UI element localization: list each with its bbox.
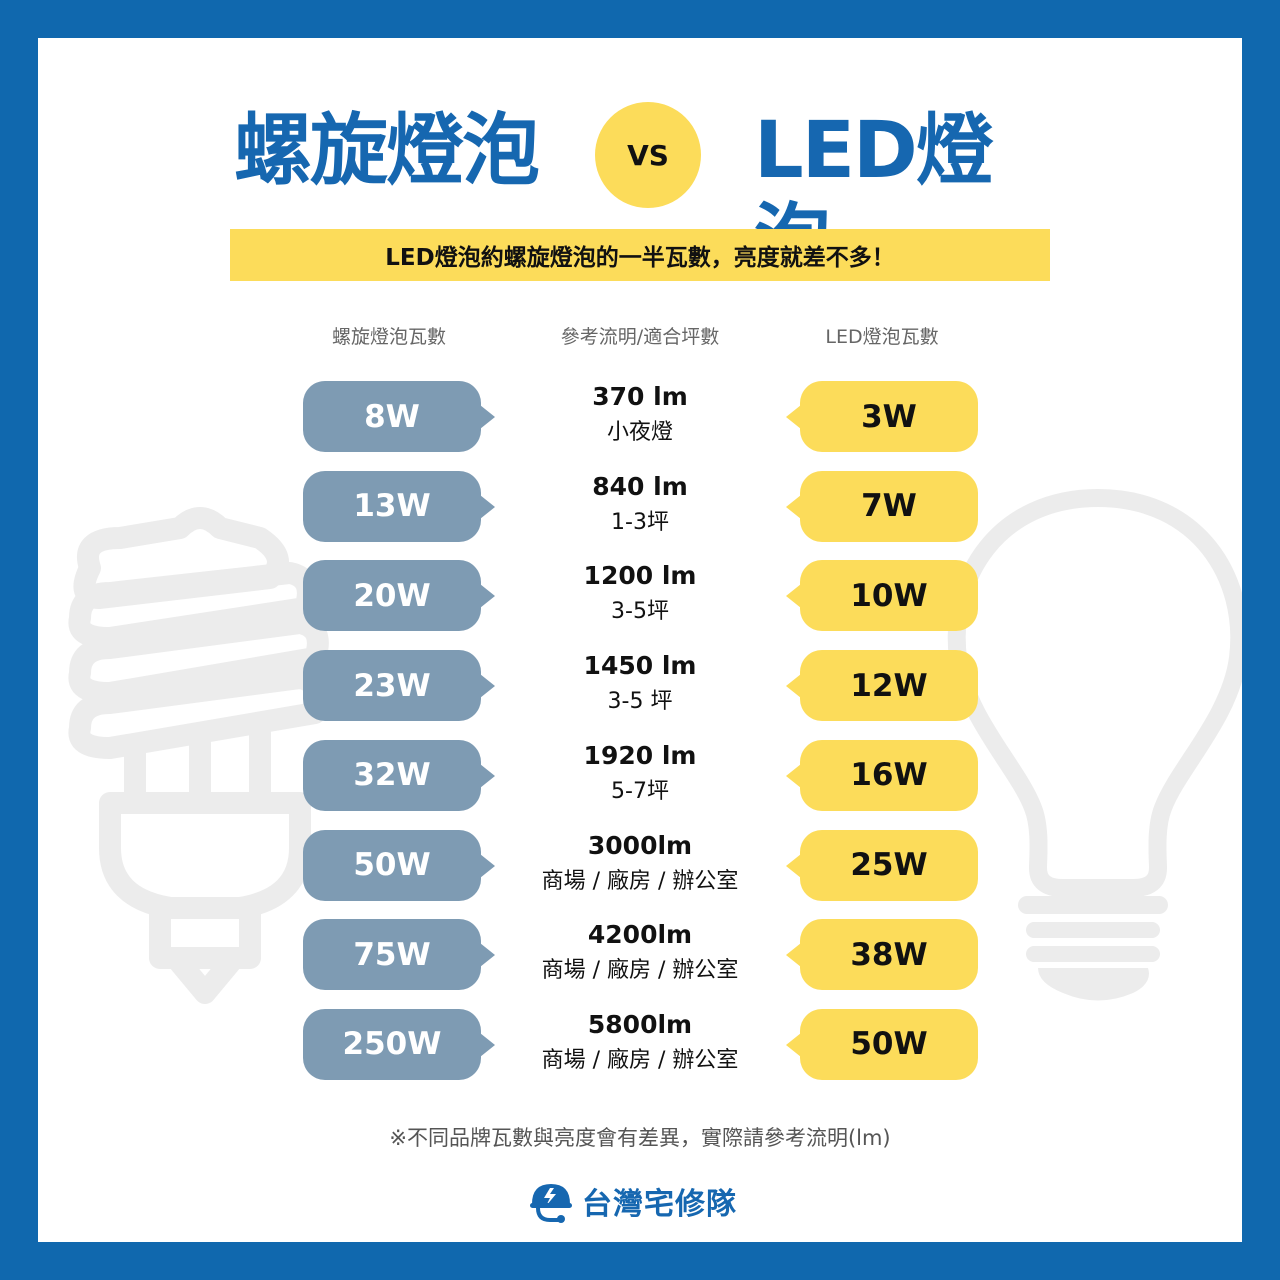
disclaimer-note: ※不同品牌瓦數與亮度會有差異，實際請參考流明(lm) bbox=[389, 1126, 891, 1150]
cfl-wattage-bubble: 23W bbox=[303, 650, 495, 722]
cfl-wattage-bubble: 32W bbox=[303, 739, 495, 811]
area-value: 商場 / 廠房 / 辦公室 bbox=[541, 868, 739, 894]
table-row: 32W 1920 lm 5-7坪 16W bbox=[38, 738, 1242, 812]
infographic-panel: 螺旋燈泡 VS LED燈泡 LED燈泡約螺旋燈泡的一半瓦數，亮度就差不多！ 螺旋… bbox=[38, 38, 1242, 1242]
table-row: 50W 3000lm 商場 / 廠房 / 辦公室 25W bbox=[38, 828, 1242, 902]
area-value: 小夜燈 bbox=[606, 420, 673, 445]
title-led-bulb: LED燈泡 bbox=[754, 106, 994, 286]
led-wattage-bubble: 50W bbox=[786, 1008, 978, 1080]
area-value: 商場 / 廠房 / 辦公室 bbox=[541, 958, 739, 984]
lumen-cell: 4200lm 商場 / 廠房 / 辦公室 bbox=[490, 917, 790, 989]
lumen-cell: 3000lm 商場 / 廠房 / 辦公室 bbox=[490, 828, 790, 900]
lumen-value: 840 lm bbox=[592, 471, 688, 501]
area-value: 3-5坪 bbox=[611, 599, 669, 625]
summary-banner: LED燈泡約螺旋燈泡的一半瓦數，亮度就差不多！ bbox=[230, 229, 1050, 281]
vs-label: VS bbox=[627, 138, 669, 172]
lumen-value: 5800lm bbox=[587, 1009, 693, 1039]
brand-name: 台灣宅修隊 bbox=[582, 1187, 737, 1222]
led-wattage-bubble: 38W bbox=[786, 919, 978, 991]
led-wattage-bubble: 7W bbox=[786, 470, 978, 542]
lumen-cell: 1200 lm 3-5坪 bbox=[490, 558, 790, 630]
helmet-lightning-icon bbox=[530, 1184, 572, 1223]
table-row: 8W 370 lm 小夜燈 3W bbox=[38, 381, 1242, 453]
column-header-lumen: 參考流明/適合坪數 bbox=[560, 326, 720, 348]
column-header-led: LED燈泡瓦數 bbox=[825, 326, 939, 348]
lumen-value: 1200 lm bbox=[583, 561, 697, 591]
lumen-value: 370 lm bbox=[592, 382, 688, 411]
cfl-wattage-bubble: 75W bbox=[303, 919, 495, 991]
led-wattage-bubble: 3W bbox=[786, 381, 978, 452]
table-row: 23W 1450 lm 3-5 坪 12W bbox=[38, 650, 1242, 722]
lumen-cell: 1920 lm 5-7坪 bbox=[490, 738, 790, 810]
area-value: 1-3坪 bbox=[611, 509, 669, 535]
summary-text: LED燈泡約螺旋燈泡的一半瓦數，亮度就差不多！ bbox=[385, 245, 895, 271]
led-wattage-bubble: 10W bbox=[786, 560, 978, 632]
vs-badge: VS bbox=[595, 102, 701, 208]
cfl-spiral-bulb-icon bbox=[68, 507, 329, 1004]
column-header-cfl: 螺旋燈泡瓦數 bbox=[331, 326, 446, 348]
area-value: 5-7坪 bbox=[611, 778, 669, 804]
area-value: 商場 / 廠房 / 辦公室 bbox=[541, 1047, 739, 1073]
lumen-value: 1920 lm bbox=[583, 740, 697, 770]
led-wattage-bubble: 16W bbox=[786, 739, 978, 811]
cfl-wattage-bubble: 8W bbox=[303, 381, 495, 452]
table-row: 13W 840 lm 1-3坪 7W bbox=[38, 469, 1242, 543]
lumen-value: 1450 lm bbox=[583, 651, 697, 681]
area-value: 3-5 坪 bbox=[607, 689, 673, 715]
led-wattage-bubble: 25W bbox=[786, 829, 978, 901]
cfl-wattage-bubble: 50W bbox=[303, 829, 495, 901]
cfl-wattage-bubble: 13W bbox=[303, 470, 495, 542]
lumen-cell: 5800lm 商場 / 廠房 / 辦公室 bbox=[490, 1007, 790, 1079]
lumen-cell: 840 lm 1-3坪 bbox=[490, 469, 790, 541]
led-wattage-bubble: 12W bbox=[786, 650, 978, 722]
title-cfl-bulb: 螺旋燈泡 bbox=[234, 106, 540, 196]
cfl-wattage-bubble: 20W bbox=[303, 560, 495, 632]
lumen-value: 4200lm bbox=[587, 920, 693, 950]
cfl-wattage-bubble: 250W bbox=[303, 1008, 495, 1080]
lumen-value: 3000lm bbox=[587, 830, 693, 860]
brand-logo: 台灣宅修隊 bbox=[528, 1176, 737, 1226]
table-row: 20W 1200 lm 3-5坪 10W bbox=[38, 560, 1242, 632]
lumen-cell: 1450 lm 3-5 坪 bbox=[490, 648, 790, 720]
table-row: 250W 5800lm 商場 / 廠房 / 辦公室 50W bbox=[38, 1007, 1242, 1081]
table-row: 75W 4200lm 商場 / 廠房 / 辦公室 38W bbox=[38, 919, 1242, 991]
lumen-cell: 370 lm 小夜燈 bbox=[490, 379, 790, 451]
